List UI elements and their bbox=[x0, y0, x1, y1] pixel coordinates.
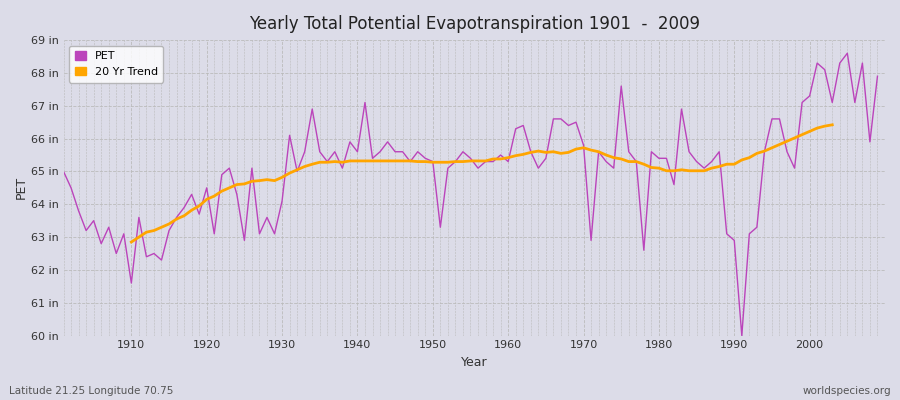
Legend: PET, 20 Yr Trend: PET, 20 Yr Trend bbox=[69, 46, 163, 82]
Text: worldspecies.org: worldspecies.org bbox=[803, 386, 891, 396]
X-axis label: Year: Year bbox=[461, 356, 488, 369]
Text: Latitude 21.25 Longitude 70.75: Latitude 21.25 Longitude 70.75 bbox=[9, 386, 174, 396]
Y-axis label: PET: PET bbox=[15, 176, 28, 200]
Title: Yearly Total Potential Evapotranspiration 1901  -  2009: Yearly Total Potential Evapotranspiratio… bbox=[248, 15, 700, 33]
